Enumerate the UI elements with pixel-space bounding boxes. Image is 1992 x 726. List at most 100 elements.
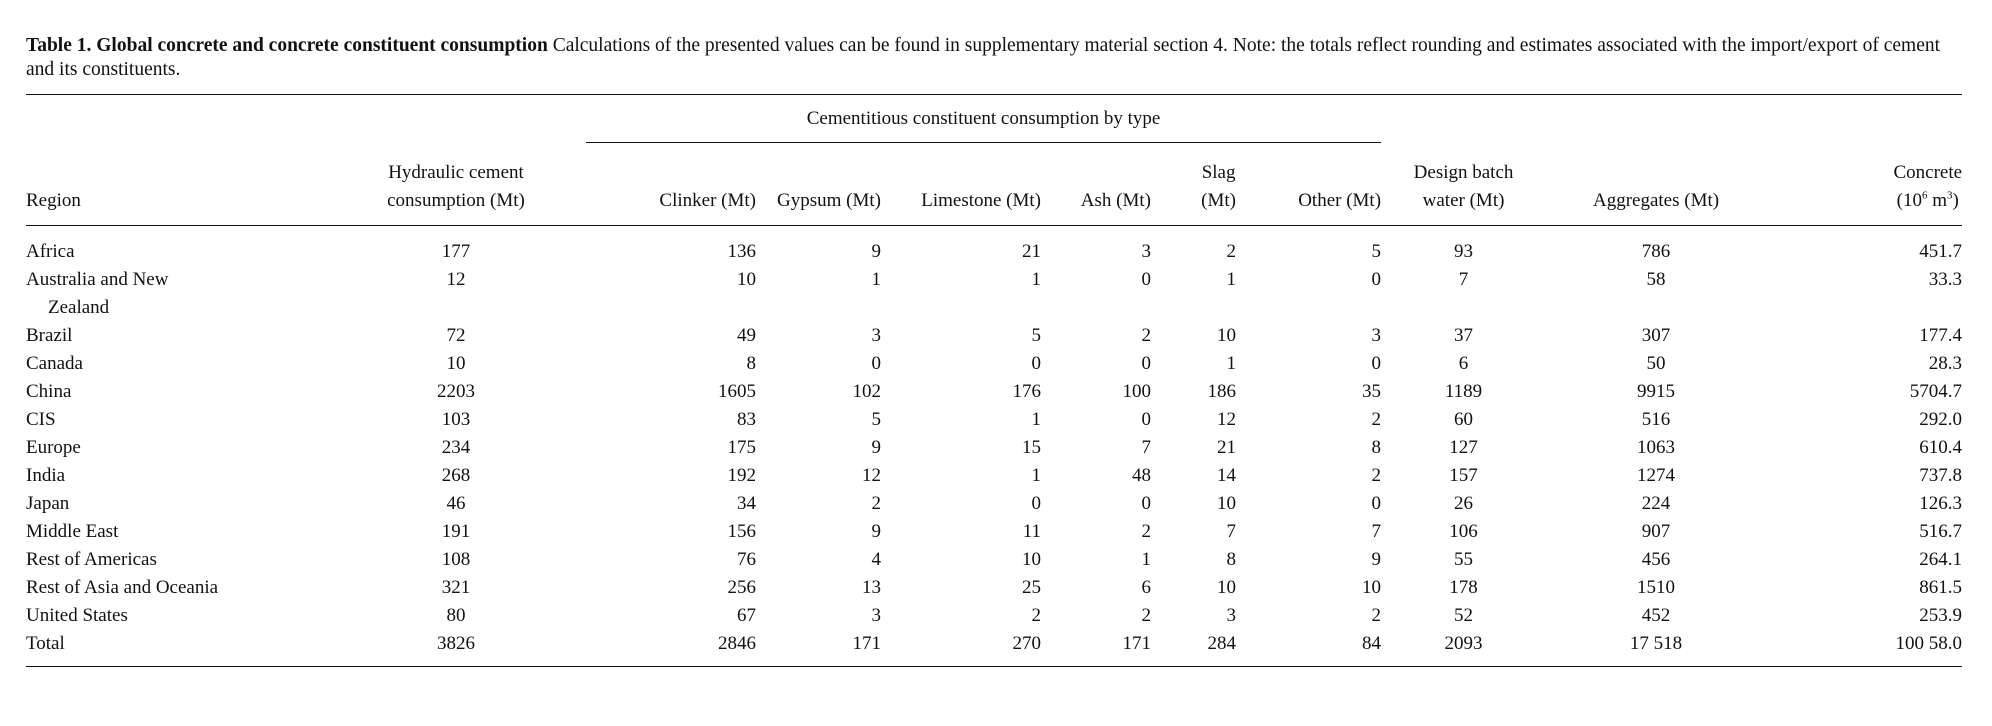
cell-cement: 191 [441, 521, 471, 542]
cell-water: 26 [1454, 493, 1474, 514]
cell-water: 127 [1449, 437, 1478, 458]
cell-ash: 2 [1141, 605, 1152, 626]
cell-limestone: 1 [1031, 269, 1042, 290]
cell-other: 0 [1371, 493, 1382, 514]
cell-aggregates: 456 [1641, 549, 1671, 570]
cell-gypsum: 2 [871, 493, 882, 514]
cell-slag: 10 [1217, 493, 1236, 514]
cell-concrete: 264.1 [1919, 549, 1963, 570]
cell-ash: 0 [1141, 409, 1152, 430]
cell-slag: 7 [1226, 521, 1237, 542]
cell-slag: 12 [1217, 409, 1236, 430]
cell-aggregates: 50 [1646, 353, 1666, 374]
cell-ash: 48 [1132, 465, 1151, 486]
group-header-row: Cementitious constituent consumption by … [26, 94, 1963, 143]
cell-limestone: 10 [1022, 549, 1041, 570]
group-header-cementitious: Cementitious constituent consumption by … [586, 94, 1382, 143]
cell-concrete: 610.4 [1919, 437, 1963, 458]
cell-cement: 103 [441, 409, 471, 430]
table-row: Japan 46 34 2 0 0 10 0 26 224 126.3 [26, 490, 1962, 518]
table-row: Europe 234 175 9 15 7 21 8 127 1063 610.4 [26, 434, 1962, 462]
col-header-concrete: Concrete (106 m3) [1766, 143, 1963, 226]
cell-other: 8 [1371, 437, 1382, 458]
cell-gypsum: 9 [871, 437, 882, 458]
cell-gypsum: 4 [871, 549, 882, 570]
col-header-limestone: Limestone (Mt) [881, 143, 1041, 226]
table-row: CIS 103 83 5 1 0 12 2 60 516 292.0 [26, 406, 1962, 434]
caption-text: Calculations of the presented values can… [26, 35, 1941, 80]
cell-region: Total [26, 630, 326, 667]
cell-cement: 10 [446, 353, 466, 374]
cell-region: Middle East [26, 521, 119, 542]
cell-cement: 12 [446, 269, 466, 290]
cell-gypsum: 5 [871, 409, 882, 430]
cell-slag: 1 [1226, 269, 1237, 290]
cell-region: Brazil [26, 325, 73, 346]
cell-clinker: 1605 [718, 381, 756, 402]
cell-clinker: 175 [727, 437, 757, 458]
cell-clinker: 76 [737, 549, 756, 570]
cell-cement: 46 [446, 493, 466, 514]
cell-cement: 177 [441, 241, 471, 262]
cell-water: 37 [1454, 325, 1474, 346]
cell-aggregates: 224 [1641, 493, 1671, 514]
cell-clinker: 256 [727, 577, 757, 598]
cell-cement: 268 [441, 465, 471, 486]
group-header-label: Cementitious constituent consumption by … [806, 108, 1161, 129]
table-row: China 2203 1605 102 176 100 186 35 1189 9915 5704.… [26, 378, 1962, 406]
col-header-clinker: Clinker (Mt) [586, 143, 756, 226]
cell-slag: 1 [1226, 353, 1237, 374]
cell-slag: 10 [1217, 577, 1236, 598]
cell-limestone: 1 [1031, 465, 1042, 486]
cell-clinker: 192 [727, 465, 757, 486]
cell-slag: 186 [1207, 381, 1237, 402]
cell-other: 5 [1371, 241, 1382, 262]
cell-region: Canada [26, 353, 83, 374]
cell-clinker: 136 [727, 241, 757, 262]
cell-concrete: 177.4 [1919, 325, 1963, 346]
cell-water: 1189 [1444, 381, 1483, 402]
cell-slag: 284 [1151, 630, 1236, 667]
cell-water: 52 [1454, 605, 1474, 626]
cell-region: Africa [26, 241, 75, 262]
table-caption: Table 1. Global concrete and concrete co… [26, 34, 1962, 82]
cell-clinker: 83 [737, 409, 756, 430]
cell-slag: 2 [1226, 241, 1237, 262]
cell-gypsum: 9 [871, 241, 882, 262]
cell-ash: 0 [1141, 353, 1152, 374]
cell-ash: 171 [1041, 630, 1151, 667]
cell-ash: 2 [1141, 521, 1152, 542]
cell-gypsum: 12 [862, 465, 881, 486]
cell-limestone: 0 [1031, 493, 1042, 514]
cell-cement: 2203 [437, 381, 475, 402]
col-header-region: Region [26, 143, 326, 226]
cell-aggregates: 516 [1641, 409, 1671, 430]
cell-clinker: 49 [737, 325, 756, 346]
cell-gypsum: 3 [871, 325, 882, 346]
cell-aggregates: 452 [1641, 605, 1671, 626]
cell-region: China [26, 381, 72, 402]
cell-region: Rest of Asia and Oceania [26, 577, 219, 598]
cell-clinker: 67 [737, 605, 756, 626]
cell-limestone: 11 [1022, 521, 1041, 542]
cell-other: 10 [1362, 577, 1382, 598]
table-row: Brazil 72 49 3 5 2 10 3 37 307 177.4 [26, 322, 1962, 350]
cell-limestone: 25 [1022, 577, 1041, 598]
cell-concrete: 33.3 [1928, 269, 1963, 290]
cell-region: Japan [26, 493, 70, 514]
cell-cement: 3826 [326, 630, 586, 667]
table-header: Cementitious constituent consumption by … [26, 94, 1963, 226]
cell-cement: 234 [441, 437, 471, 458]
table-row: Middle East 191 156 9 11 2 7 7 106 907 516.7 [26, 518, 1962, 546]
cell-concrete: 100 58.0 [1766, 630, 1963, 667]
cell-concrete: 5704.7 [1909, 381, 1963, 402]
table-row: United States 80 67 3 2 2 3 2 52 452 253.9 [26, 602, 1962, 630]
cell-limestone: 0 [1031, 353, 1042, 374]
cell-gypsum: 102 [852, 381, 882, 402]
cell-gypsum: 13 [862, 577, 881, 598]
cell-limestone: 270 [881, 630, 1041, 667]
cell-other: 2 [1371, 605, 1382, 626]
cell-concrete: 28.3 [1928, 353, 1963, 374]
table-row: Canada 10 8 0 0 0 1 0 6 50 28.3 [26, 350, 1962, 378]
consumption-table: Cementitious constituent consumption by … [26, 94, 1963, 667]
